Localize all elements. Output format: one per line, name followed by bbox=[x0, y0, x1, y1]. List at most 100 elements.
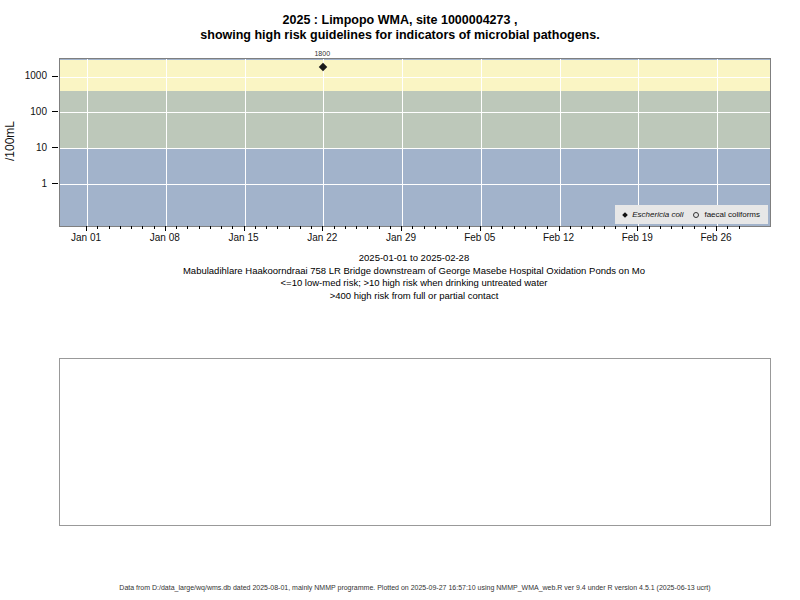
x-axis-tick-minor bbox=[705, 226, 706, 229]
legend-item-faecal-coliforms: faecal coliforms bbox=[693, 210, 760, 219]
x-axis-tick-minor bbox=[604, 226, 605, 229]
chart-title-line2: showing high risk guidelines for indicat… bbox=[0, 28, 800, 43]
y-axis-tick bbox=[52, 183, 58, 184]
gridline-vertical bbox=[245, 59, 246, 226]
gridline-vertical bbox=[638, 59, 639, 226]
caption-block: 2025-01-01 to 2025-02-28 Mabuladihlare H… bbox=[59, 252, 769, 303]
x-axis-tick-minor bbox=[671, 226, 672, 229]
x-axis-tick-minor bbox=[424, 226, 425, 229]
legend-label-ecoli: Eschericia coli bbox=[632, 210, 683, 219]
x-axis-tick-label: Jan 01 bbox=[58, 232, 114, 243]
x-axis-tick-minor bbox=[356, 226, 357, 229]
gridline-vertical bbox=[717, 59, 718, 226]
x-axis-tick-minor bbox=[390, 226, 391, 229]
y-axis-tick bbox=[52, 76, 58, 77]
x-axis-tick-minor bbox=[176, 226, 177, 229]
x-axis-tick-minor bbox=[694, 226, 695, 229]
x-axis-tick-minor bbox=[367, 226, 368, 229]
x-axis-tick-minor bbox=[154, 226, 155, 229]
x-axis-tick-minor bbox=[199, 226, 200, 229]
x-axis-tick-minor bbox=[727, 226, 728, 229]
x-axis-tick-minor bbox=[412, 226, 413, 229]
x-axis-tick-major bbox=[637, 226, 638, 231]
x-axis-tick-major bbox=[480, 226, 481, 231]
x-axis-tick-minor bbox=[502, 226, 503, 229]
x-axis-tick-minor bbox=[142, 226, 143, 229]
x-axis-tick-minor bbox=[289, 226, 290, 229]
x-axis-tick-minor bbox=[660, 226, 661, 229]
x-axis-tick-minor bbox=[525, 226, 526, 229]
x-axis-tick-minor bbox=[131, 226, 132, 229]
gridline-vertical bbox=[323, 59, 324, 226]
gridline-vertical bbox=[87, 59, 88, 226]
x-axis-tick-minor bbox=[277, 226, 278, 229]
chart-title: 2025 : Limpopo WMA, site 1000004273 , sh… bbox=[0, 13, 800, 43]
x-axis-tick-minor bbox=[435, 226, 436, 229]
empty-panel bbox=[59, 358, 771, 526]
gridline-vertical bbox=[560, 59, 561, 226]
x-axis-tick-minor bbox=[626, 226, 627, 229]
x-axis-tick-minor bbox=[592, 226, 593, 229]
x-axis-tick-minor bbox=[97, 226, 98, 229]
x-axis-tick-label: Jan 15 bbox=[216, 232, 272, 243]
x-axis-tick-minor bbox=[682, 226, 683, 229]
x-axis-tick-minor bbox=[547, 226, 548, 229]
x-axis-tick-major bbox=[244, 226, 245, 231]
x-axis-tick-minor bbox=[109, 226, 110, 229]
x-axis-tick-minor bbox=[187, 226, 188, 229]
x-axis-tick-minor bbox=[581, 226, 582, 229]
x-axis-tick-minor bbox=[649, 226, 650, 229]
y-axis-tick bbox=[52, 147, 58, 148]
legend-label-faecal-coliforms: faecal coliforms bbox=[704, 210, 760, 219]
plot-area: Eschericia coli faecal coliforms bbox=[59, 58, 771, 227]
x-axis-tick-minor bbox=[491, 226, 492, 229]
x-axis-tick-label: Feb 12 bbox=[531, 232, 587, 243]
x-axis-tick-major bbox=[322, 226, 323, 231]
open-circle-icon bbox=[693, 212, 699, 218]
caption-risk-guideline-2: >400 high risk from full or partial cont… bbox=[59, 290, 769, 303]
y-axis-tick-label: 10 bbox=[15, 142, 47, 153]
x-axis-tick-minor bbox=[379, 226, 380, 229]
x-axis-tick-minor bbox=[615, 226, 616, 229]
x-axis-tick-label: Jan 29 bbox=[373, 232, 429, 243]
x-axis-tick-major bbox=[401, 226, 402, 231]
data-point-value-label: 1800 bbox=[307, 50, 337, 57]
x-axis-tick-minor bbox=[210, 226, 211, 229]
legend: Eschericia coli faecal coliforms bbox=[615, 205, 768, 224]
chart-title-line1: 2025 : Limpopo WMA, site 1000004273 , bbox=[0, 13, 800, 28]
x-axis-tick-minor bbox=[300, 226, 301, 229]
x-axis-tick-minor bbox=[255, 226, 256, 229]
caption-risk-guideline-1: <=10 low-med risk; >10 high risk when dr… bbox=[59, 277, 769, 290]
x-axis-tick-label: Feb 05 bbox=[452, 232, 508, 243]
y-axis-tick-label: 1 bbox=[15, 178, 47, 189]
x-axis-tick-minor bbox=[221, 226, 222, 229]
x-axis-tick-minor bbox=[345, 226, 346, 229]
x-axis-tick-minor bbox=[334, 226, 335, 229]
caption-date-range: 2025-01-01 to 2025-02-28 bbox=[59, 252, 769, 265]
x-axis-tick-major bbox=[86, 226, 87, 231]
x-axis-tick-major bbox=[165, 226, 166, 231]
y-axis-tick bbox=[52, 111, 58, 112]
y-axis-tick-label: 100 bbox=[15, 106, 47, 117]
x-axis-tick-minor bbox=[120, 226, 121, 229]
plot-canvas bbox=[60, 59, 770, 226]
x-axis-tick-label: Feb 26 bbox=[688, 232, 744, 243]
y-axis-tick-label: 1000 bbox=[15, 70, 47, 81]
filled-diamond-icon bbox=[622, 212, 628, 218]
x-axis-tick-minor bbox=[536, 226, 537, 229]
x-axis-tick-minor bbox=[469, 226, 470, 229]
x-axis-tick-minor bbox=[514, 226, 515, 229]
x-axis-tick-label: Jan 08 bbox=[137, 232, 193, 243]
gridline-vertical bbox=[481, 59, 482, 226]
gridline-vertical bbox=[166, 59, 167, 226]
x-axis-tick-minor bbox=[570, 226, 571, 229]
legend-item-ecoli: Eschericia coli bbox=[623, 210, 683, 219]
plot-figure: 2025 : Limpopo WMA, site 1000004273 , sh… bbox=[0, 0, 800, 600]
x-axis-tick-minor bbox=[311, 226, 312, 229]
x-axis-tick-label: Feb 19 bbox=[609, 232, 665, 243]
gridline-vertical bbox=[402, 59, 403, 226]
x-axis-tick-major bbox=[716, 226, 717, 231]
x-axis-tick-minor bbox=[266, 226, 267, 229]
x-axis-tick-major bbox=[559, 226, 560, 231]
x-axis-tick-minor bbox=[457, 226, 458, 229]
